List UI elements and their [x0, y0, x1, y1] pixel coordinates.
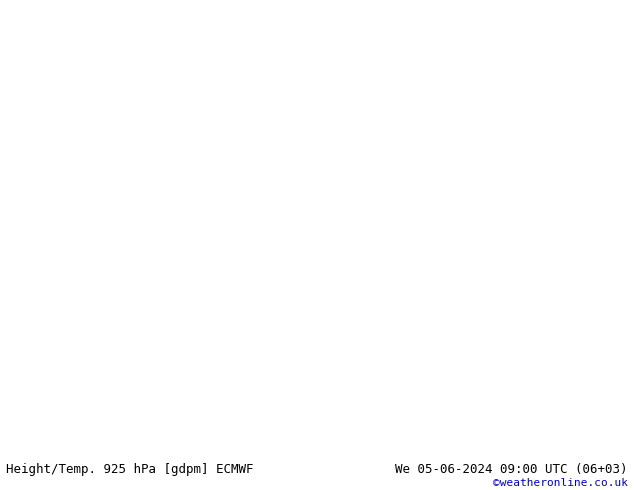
Text: Height/Temp. 925 hPa [gdpm] ECMWF: Height/Temp. 925 hPa [gdpm] ECMWF	[6, 463, 254, 476]
Text: ©weatheronline.co.uk: ©weatheronline.co.uk	[493, 478, 628, 488]
Text: We 05-06-2024 09:00 UTC (06+03): We 05-06-2024 09:00 UTC (06+03)	[395, 463, 628, 476]
